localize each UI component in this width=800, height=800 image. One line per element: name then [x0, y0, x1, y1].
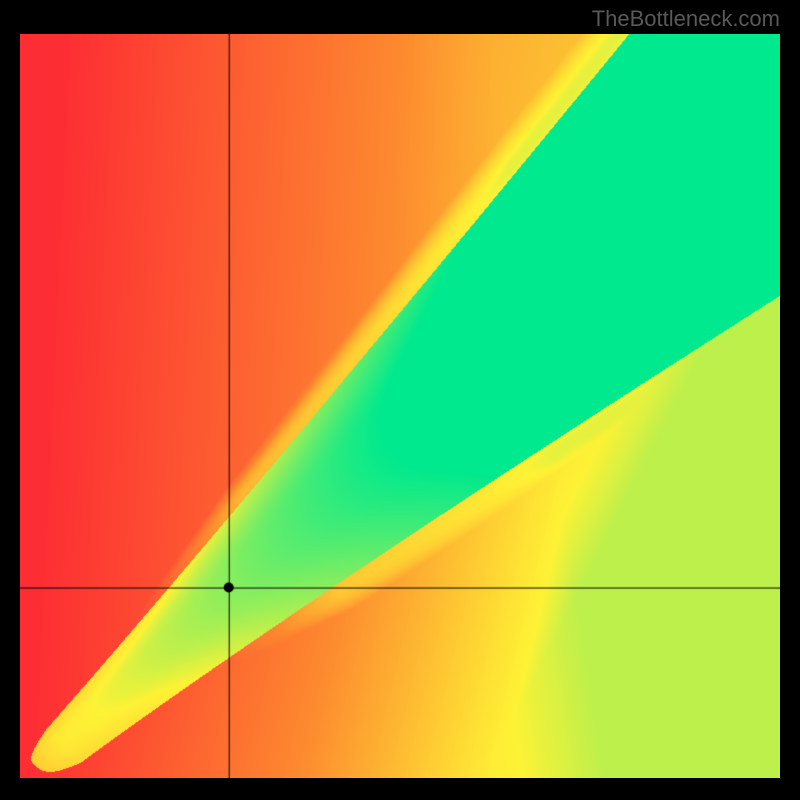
watermark-text: TheBottleneck.com [592, 6, 780, 32]
heatmap-canvas [20, 34, 780, 778]
heatmap-chart [20, 34, 780, 778]
